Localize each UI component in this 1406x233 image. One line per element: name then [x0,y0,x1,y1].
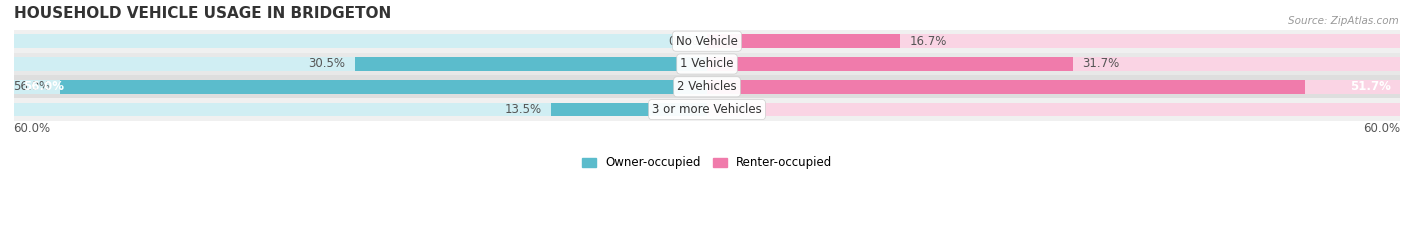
Bar [707,80,1400,94]
Bar [551,103,707,116]
Bar [60,80,707,94]
Text: 56.0%: 56.0% [14,80,51,93]
Text: 0.0%: 0.0% [716,103,747,116]
Text: 56.0%: 56.0% [22,80,63,93]
Text: 60.0%: 60.0% [14,122,51,135]
Bar [707,80,1305,94]
Text: 51.7%: 51.7% [1350,80,1391,93]
Bar [707,57,1073,71]
Bar [14,30,1400,53]
Text: 13.5%: 13.5% [505,103,541,116]
Bar [14,75,1400,98]
Bar [14,80,707,94]
Text: 31.7%: 31.7% [1083,58,1121,71]
Bar [707,103,1400,116]
Text: 2 Vehicles: 2 Vehicles [678,80,737,93]
Text: 1 Vehicle: 1 Vehicle [681,58,734,71]
Text: 30.5%: 30.5% [308,58,346,71]
Text: No Vehicle: No Vehicle [676,35,738,48]
Text: 16.7%: 16.7% [910,35,946,48]
Text: 60.0%: 60.0% [1364,122,1400,135]
Bar [14,103,707,116]
Text: 0.0%: 0.0% [668,35,697,48]
Bar [14,34,707,48]
Legend: Owner-occupied, Renter-occupied: Owner-occupied, Renter-occupied [576,152,837,174]
Text: Source: ZipAtlas.com: Source: ZipAtlas.com [1288,16,1399,26]
Bar [707,34,1400,48]
Bar [707,57,1400,71]
Text: 3 or more Vehicles: 3 or more Vehicles [652,103,762,116]
Bar [14,53,1400,75]
Bar [14,98,1400,121]
Bar [354,57,707,71]
Text: HOUSEHOLD VEHICLE USAGE IN BRIDGETON: HOUSEHOLD VEHICLE USAGE IN BRIDGETON [14,6,391,21]
Bar [14,57,707,71]
Bar [707,34,900,48]
